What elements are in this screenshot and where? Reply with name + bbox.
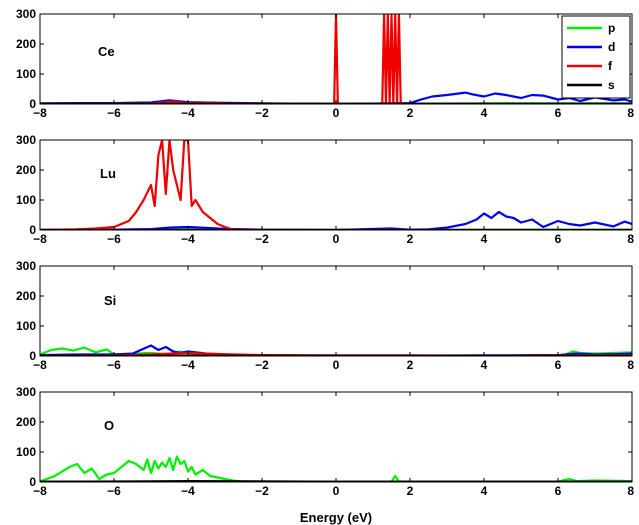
legend-label-f: f	[608, 59, 613, 73]
x-tick-label: 4	[481, 232, 488, 246]
x-tick-label: 2	[407, 106, 414, 120]
x-tick-label: 4	[481, 358, 488, 372]
x-tick-label: 8	[627, 106, 634, 120]
x-tick-label: 8	[627, 358, 634, 372]
legend-label-d: d	[608, 40, 615, 54]
panel-o: −8 −6 −4 −2 0 2 4 6 8 0 100 200 300 O	[16, 385, 634, 498]
y-tick-label: 200	[16, 289, 36, 303]
y-tick-label: 100	[16, 445, 36, 459]
series-f-line	[40, 14, 632, 104]
x-tick-label: −6	[107, 232, 121, 246]
x-tick-label: −4	[181, 358, 195, 372]
element-label: Si	[104, 293, 116, 308]
x-tick-label: −8	[33, 484, 47, 498]
x-tick-label: −8	[33, 232, 47, 246]
x-tick-label: 6	[555, 484, 562, 498]
x-tick-label: −2	[255, 106, 269, 120]
y-tick-label: 300	[16, 133, 36, 147]
x-tick-label: −8	[33, 358, 47, 372]
y-tick-label: 200	[16, 163, 36, 177]
x-tick-label: −2	[255, 358, 269, 372]
axes-frame	[39, 391, 633, 483]
legend-label-s: s	[608, 78, 615, 92]
element-label: Lu	[100, 166, 116, 181]
x-tick-label: 6	[555, 232, 562, 246]
y-tick-label: 100	[16, 193, 36, 207]
y-tick-label: 200	[16, 415, 36, 429]
y-tick-label: 0	[29, 349, 36, 363]
x-tick-label: 4	[481, 106, 488, 120]
x-tick-label: 8	[627, 232, 634, 246]
panel-si: −8 −6 −4 −2 0 2 4 6 8 0 100 200 300 Si	[16, 259, 634, 372]
x-tick-label: −2	[255, 484, 269, 498]
x-tick-label: 0	[333, 232, 340, 246]
y-tick-label: 300	[16, 259, 36, 273]
y-tick-label: 0	[29, 475, 36, 489]
panel-ce: −8 −6 −4 −2 0 2 4 6 8 0 100 200 300 Ce	[16, 7, 634, 120]
series-p-line	[40, 455, 632, 482]
x-tick-label: −4	[181, 484, 195, 498]
x-tick-label: 6	[555, 106, 562, 120]
axes-frame	[39, 265, 633, 357]
series-f-line	[40, 140, 632, 230]
y-tick-label: 200	[16, 37, 36, 51]
x-tick-label: 0	[333, 484, 340, 498]
x-tick-label: −2	[255, 232, 269, 246]
x-tick-label: −8	[33, 106, 47, 120]
x-axis-label: Energy (eV)	[300, 510, 372, 525]
element-label: O	[104, 418, 114, 433]
y-tick-label: 0	[29, 223, 36, 237]
x-tick-label: 0	[333, 358, 340, 372]
x-tick-label: −6	[107, 106, 121, 120]
x-tick-label: 0	[333, 106, 340, 120]
y-tick-label: 0	[29, 97, 36, 111]
x-tick-label: −4	[181, 232, 195, 246]
x-tick-label: −4	[181, 106, 195, 120]
x-tick-label: 2	[407, 232, 414, 246]
panel-lu: −8 −6 −4 −2 0 2 4 6 8 0 100 200 300 Lu	[16, 133, 634, 246]
x-tick-label: 8	[627, 484, 634, 498]
y-tick-label: 300	[16, 385, 36, 399]
x-tick-label: 2	[407, 484, 414, 498]
axes-frame	[39, 139, 633, 231]
x-tick-label: −6	[107, 484, 121, 498]
x-tick-label: −6	[107, 358, 121, 372]
y-tick-label: 100	[16, 67, 36, 81]
y-tick-label: 100	[16, 319, 36, 333]
legend-label-p: p	[608, 21, 615, 35]
y-tick-label: 300	[16, 7, 36, 21]
x-tick-label: 4	[481, 484, 488, 498]
x-tick-label: 6	[555, 358, 562, 372]
series-d-line	[40, 210, 632, 230]
x-tick-label: 2	[407, 358, 414, 372]
element-label: Ce	[98, 44, 115, 59]
